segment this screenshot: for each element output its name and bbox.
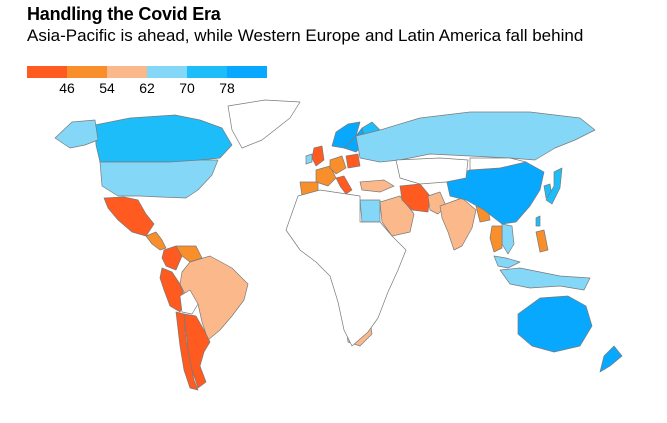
legend-tick-78: 78 [219,80,235,96]
region-central-america [145,231,167,251]
region-philippines [535,229,549,253]
region-thailand [489,225,503,253]
region-india [439,197,477,251]
region-peru [159,267,187,313]
region-uk [311,145,325,167]
color-legend: 46 54 62 70 78 [27,66,267,96]
legend-tick-70: 70 [179,80,195,96]
region-africa-other- [285,189,407,347]
region-taiwan [535,215,541,227]
region-canada [94,114,233,166]
legend-swatch-2 [67,66,107,78]
region-central-asia [395,157,469,185]
region-italy [335,175,353,195]
region-malaysia [493,255,521,269]
region-united-states [99,159,219,199]
region-greenland [227,99,301,149]
region-france [315,165,337,187]
region-chile [175,311,199,391]
legend-tick-46: 46 [59,80,75,96]
legend-swatch-1 [27,66,67,78]
region-saudi-arabia [379,195,415,237]
region-poland [345,153,361,169]
region-germany [329,155,347,175]
region-new-zealand [599,345,623,373]
region-egypt [359,199,381,223]
region-mexico [103,196,155,237]
region-argentina [183,313,211,389]
map-title: Handling the Covid Era [27,4,221,24]
legend-tick-62: 62 [139,80,155,96]
region-bolivia [179,289,199,315]
legend-tick-54: 54 [99,80,115,96]
region-turkey [359,179,395,193]
map-subtitle: Asia-Pacific is ahead, while Western Eur… [27,26,584,45]
region-vietnam [501,223,515,255]
region-mongolia [469,157,527,171]
region-russia [355,111,596,163]
legend-swatch-5 [187,66,227,78]
region-alaska [54,119,99,149]
legend-swatch-6 [227,66,267,78]
region-australia [517,295,593,353]
region-japan [545,167,563,205]
legend-swatch-3 [107,66,147,78]
legend-swatch-4 [147,66,187,78]
region-brazil [179,255,249,341]
region-ireland [305,153,313,165]
region-indonesia [499,267,591,291]
